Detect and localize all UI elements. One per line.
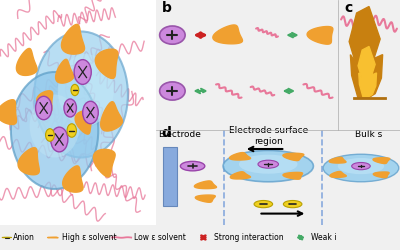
Text: b: b <box>162 1 171 15</box>
Ellipse shape <box>352 162 370 170</box>
Ellipse shape <box>283 200 302 208</box>
Polygon shape <box>307 26 333 44</box>
Ellipse shape <box>180 161 205 171</box>
Text: Electrode: Electrode <box>158 130 201 139</box>
Ellipse shape <box>160 26 185 44</box>
Polygon shape <box>56 59 74 83</box>
Polygon shape <box>283 172 302 179</box>
Text: Low ε solvent: Low ε solvent <box>134 233 186 242</box>
Polygon shape <box>0 100 16 124</box>
Ellipse shape <box>2 237 12 238</box>
Ellipse shape <box>323 154 399 182</box>
Polygon shape <box>62 24 84 54</box>
Polygon shape <box>37 91 53 112</box>
Ellipse shape <box>46 129 54 141</box>
Polygon shape <box>283 153 304 160</box>
Polygon shape <box>330 172 346 177</box>
Text: Anion: Anion <box>13 233 35 242</box>
Text: c: c <box>344 1 352 15</box>
Polygon shape <box>349 6 383 98</box>
Ellipse shape <box>51 127 68 152</box>
Polygon shape <box>75 110 93 134</box>
Polygon shape <box>358 46 376 96</box>
Polygon shape <box>48 237 58 238</box>
Ellipse shape <box>71 84 79 96</box>
Ellipse shape <box>64 99 76 117</box>
Text: region: region <box>254 137 283 146</box>
Text: Strong interaction: Strong interaction <box>214 233 283 242</box>
Ellipse shape <box>338 158 384 174</box>
Text: Electrode surface: Electrode surface <box>229 126 308 135</box>
Ellipse shape <box>34 32 128 158</box>
Ellipse shape <box>58 54 114 126</box>
Polygon shape <box>93 149 115 177</box>
Ellipse shape <box>254 200 273 208</box>
Ellipse shape <box>36 96 52 120</box>
Ellipse shape <box>223 150 313 182</box>
Text: Weak i: Weak i <box>311 233 336 242</box>
Polygon shape <box>329 157 346 163</box>
Polygon shape <box>230 152 250 160</box>
Ellipse shape <box>83 101 98 124</box>
Polygon shape <box>95 49 118 78</box>
Ellipse shape <box>160 82 185 100</box>
Ellipse shape <box>30 94 80 158</box>
Polygon shape <box>63 166 83 192</box>
Polygon shape <box>195 195 215 202</box>
Bar <box>163 147 177 206</box>
Polygon shape <box>18 148 39 175</box>
Text: d: d <box>161 126 171 140</box>
Polygon shape <box>373 158 390 164</box>
Ellipse shape <box>258 160 278 168</box>
Polygon shape <box>213 25 242 44</box>
Ellipse shape <box>67 124 76 137</box>
Ellipse shape <box>11 72 98 189</box>
Polygon shape <box>101 102 122 131</box>
Ellipse shape <box>74 60 91 84</box>
Text: High ε solvent: High ε solvent <box>62 233 117 242</box>
Polygon shape <box>230 172 250 179</box>
Polygon shape <box>194 181 216 189</box>
Ellipse shape <box>239 155 298 174</box>
Text: Bulk s: Bulk s <box>355 130 382 139</box>
Polygon shape <box>16 48 37 76</box>
Polygon shape <box>373 172 389 178</box>
